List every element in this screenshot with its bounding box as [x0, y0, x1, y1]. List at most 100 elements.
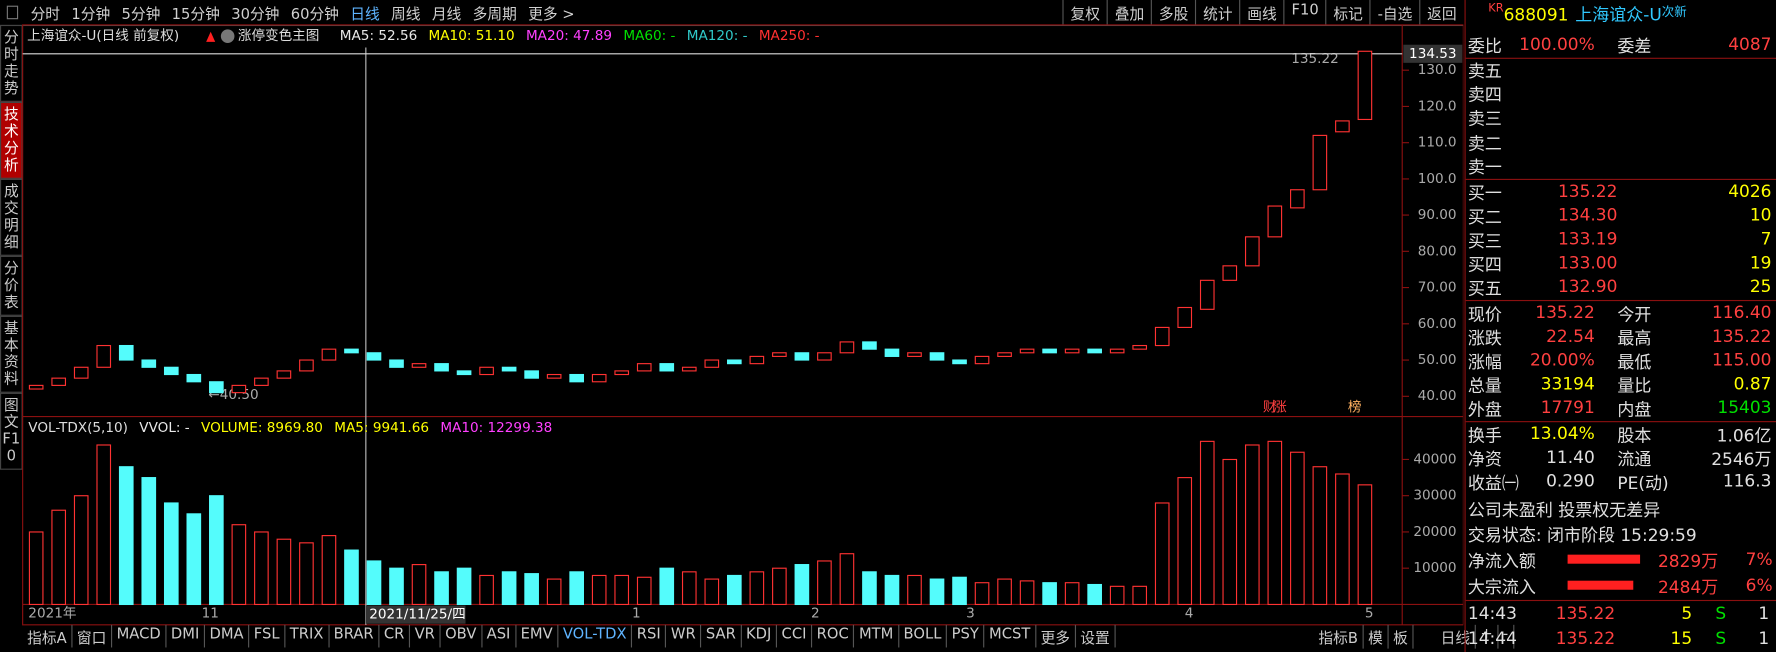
indicator-tab[interactable]: ASI: [482, 624, 517, 648]
bottom-tab[interactable]: 板: [1389, 624, 1414, 649]
candle: [366, 352, 382, 361]
volume-bar: [1357, 484, 1373, 606]
toolbar-button[interactable]: 复权: [1062, 0, 1107, 25]
indicator-tab[interactable]: EMV: [516, 624, 559, 648]
side-tab[interactable]: 基本资料: [0, 315, 23, 393]
indicator-tab[interactable]: MCST: [985, 624, 1037, 648]
toolbar-button[interactable]: 叠加: [1106, 0, 1151, 25]
indicator-tab[interactable]: MTM: [854, 624, 900, 648]
indicator-icon: [220, 29, 235, 44]
toolbar-button[interactable]: 多股: [1150, 0, 1195, 25]
volume-bar: [1222, 458, 1238, 606]
indicator-tab[interactable]: FSL: [249, 624, 286, 648]
volume-bar: [907, 574, 922, 606]
toolbar-button[interactable]: 画线: [1239, 0, 1283, 25]
indicator-tab[interactable]: 更多: [1036, 624, 1076, 648]
indicator-tab[interactable]: KDJ: [741, 624, 778, 648]
volume-bar: [546, 578, 562, 606]
period-tab[interactable]: 多周期: [472, 6, 517, 24]
indicator-tab[interactable]: SAR: [701, 624, 742, 648]
volume-bar: [389, 567, 404, 606]
marker: 财: [1263, 400, 1277, 416]
side-tab[interactable]: 分时走势: [0, 24, 23, 102]
volume-bar: [1132, 585, 1148, 606]
volume-bar: [862, 571, 877, 606]
period-tab[interactable]: 月线: [431, 6, 462, 24]
toolbar-button[interactable]: 标记: [1325, 0, 1370, 25]
candle: [73, 366, 89, 379]
quote-cell: 135.22: [1535, 302, 1595, 323]
indicator-tab[interactable]: BOLL: [899, 624, 948, 648]
indicator-tab[interactable]: MACD: [112, 624, 167, 648]
main-indicator: 涨停变色主图: [238, 27, 320, 44]
indicator-tab[interactable]: WR: [666, 624, 702, 648]
indicator-tab[interactable]: 设置: [1076, 624, 1116, 648]
x-label: 2: [811, 606, 820, 622]
indicator-tab[interactable]: BRAR: [329, 624, 380, 648]
candle: [1357, 50, 1373, 121]
quote-cell: 外盘: [1467, 399, 1502, 420]
indicator-tab[interactable]: 窗口: [72, 624, 113, 648]
candle: [28, 384, 44, 390]
candle: [681, 366, 697, 372]
menu-icon[interactable]: [6, 5, 19, 20]
indicator-tab[interactable]: ROC: [812, 624, 855, 648]
quote-cell: 116.3: [1722, 470, 1772, 492]
period-tab[interactable]: 分时: [30, 6, 61, 24]
period-tab[interactable]: 30分钟: [231, 6, 280, 24]
volume-title: VOL-TDX(5,10): [28, 420, 128, 436]
candle: [1019, 348, 1035, 354]
toolbar-button[interactable]: 返回: [1419, 0, 1463, 25]
indicator-tab[interactable]: DMI: [166, 624, 205, 648]
high-label: 135.22: [1291, 51, 1339, 67]
indicator-tab[interactable]: CR: [379, 624, 411, 648]
bottom-tab[interactable]: +: [1476, 624, 1499, 649]
quote-row: 买一 135.22 4026: [1468, 181, 1774, 205]
toolbar-button[interactable]: -自选: [1369, 0, 1420, 25]
quote-cell: 涨跌: [1467, 328, 1502, 349]
indicator-tab[interactable]: 指标A: [23, 624, 73, 648]
candle: [434, 363, 449, 372]
indicator-tab[interactable]: DMA: [205, 624, 250, 648]
volume-bar: [974, 582, 990, 606]
bottom-tab[interactable]: 日线: [1436, 624, 1476, 649]
candle: [929, 352, 945, 361]
volume-bar: [1267, 440, 1283, 606]
period-tab[interactable]: 周线: [391, 6, 421, 24]
indicator-tab[interactable]: TRIX: [285, 624, 330, 648]
bottom-tab[interactable]: -: [1498, 624, 1514, 649]
flow-value: 2829万: [1657, 551, 1719, 572]
indicator-tab[interactable]: CCI: [777, 624, 813, 648]
period-tab[interactable]: 1分钟: [71, 6, 111, 24]
frame: [22, 24, 1464, 626]
indicator-tab[interactable]: VOL-TDX: [558, 624, 633, 648]
toolbar-button[interactable]: F10: [1283, 0, 1326, 25]
bottom-tab[interactable]: 指标B: [1314, 624, 1364, 649]
period-tab[interactable]: 更多 >: [528, 6, 575, 24]
bottom-tab[interactable]: 模: [1364, 624, 1389, 649]
indicator-tab[interactable]: VR: [410, 624, 441, 648]
indicator-tab[interactable]: OBV: [441, 624, 483, 648]
volume-bar: [501, 571, 517, 606]
candle: [299, 359, 314, 372]
candle: [1042, 348, 1057, 354]
period-tab[interactable]: 日线: [350, 6, 380, 24]
indicator-tab[interactable]: RSI: [632, 624, 667, 648]
x-label: 1: [632, 606, 641, 622]
quote-cell: 内盘: [1617, 399, 1652, 420]
candle: [1109, 348, 1125, 354]
candle: [1244, 236, 1260, 267]
quote-cell: 买三: [1467, 230, 1502, 252]
volume-bar: [1087, 583, 1102, 606]
period-tab[interactable]: 60分钟: [290, 6, 339, 24]
quote-row: 总量 33194 量比 0.87: [1468, 374, 1774, 398]
period-tab[interactable]: 15分钟: [171, 6, 220, 24]
period-tab[interactable]: 5分钟: [121, 6, 161, 24]
quote-cell: 4026: [1728, 181, 1772, 202]
toolbar-button[interactable]: 统计: [1195, 0, 1239, 25]
quote-cell: 33194: [1540, 373, 1595, 394]
indicator-tab[interactable]: PSY: [947, 624, 985, 648]
quote-cell: 135.22: [1557, 181, 1618, 202]
candle: [118, 344, 134, 361]
bottom-right-tabs: 指标B 模板日线 + -: [1314, 624, 1514, 649]
